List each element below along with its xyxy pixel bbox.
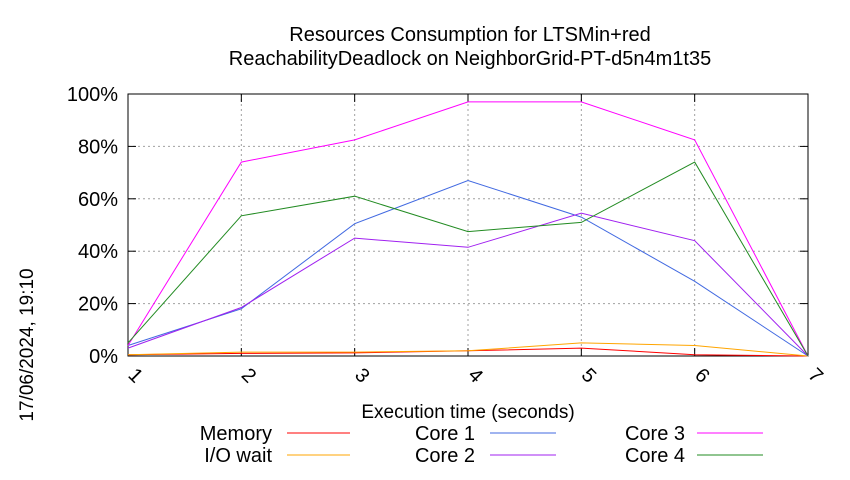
x-tick-label: 3	[350, 364, 373, 387]
x-axis-title: Execution time (seconds)	[361, 402, 574, 423]
x-tick-label: 5	[577, 364, 600, 387]
y-tick-label: 100%	[67, 84, 118, 106]
axes: 0% 20% 40% 60% 80% 100% 1 2 3 4 5 6 7	[67, 84, 827, 387]
x-tick-label: 2	[237, 364, 260, 387]
chart-title: Resources Consumption for LTSMin+red Rea…	[229, 24, 711, 70]
legend-label-core-2: Core 2	[415, 445, 475, 467]
y-tick-label: 20%	[78, 294, 118, 316]
plot-border	[127, 93, 809, 357]
legend-label-core-3: Core 3	[625, 423, 685, 445]
series-line-core-1	[127, 179, 809, 357]
x-tick-label: 4	[464, 364, 487, 387]
y-tick-label: 0%	[89, 346, 118, 368]
legend-label-memory: Memory	[200, 423, 272, 445]
legend-label-core-4: Core 4	[625, 445, 685, 467]
series-line-core-4	[127, 161, 809, 357]
legend-label-core-1: Core 1	[415, 423, 475, 445]
y-tick-label: 60%	[78, 189, 118, 211]
chart-title-line-2: ReachabilityDeadlock on NeighborGrid-PT-…	[229, 48, 711, 70]
series-line-core-3	[127, 101, 809, 357]
y-tick-label: 40%	[78, 241, 118, 263]
x-tick-label: 1	[124, 364, 147, 387]
series-lines	[127, 101, 809, 357]
series-line-i-o-wait	[127, 342, 809, 357]
timestamp-label: 17/06/2024, 19:10	[17, 268, 38, 421]
x-tick-label: 6	[690, 364, 713, 387]
series-line-core-2	[127, 212, 809, 357]
y-tick-label: 80%	[78, 136, 118, 158]
chart-title-line-1: Resources Consumption for LTSMin+red	[289, 24, 650, 46]
legend-label-i-o-wait: I/O wait	[204, 445, 272, 467]
grid	[127, 93, 809, 357]
x-tick-label: 7	[804, 364, 827, 387]
